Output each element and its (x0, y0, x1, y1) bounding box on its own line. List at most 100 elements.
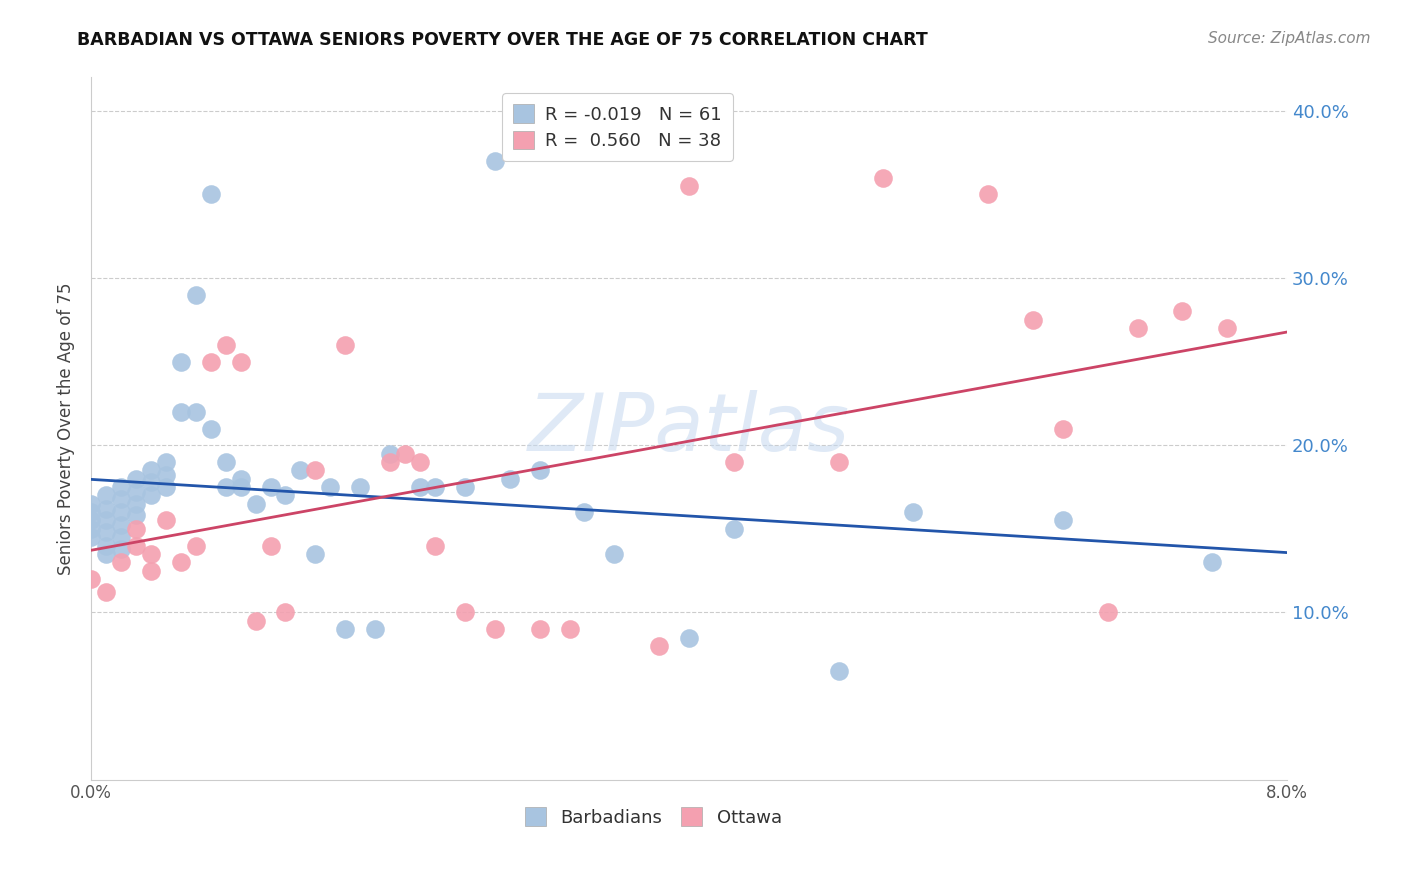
Point (94, 539, 117, 553)
Point (648, 639, 671, 653)
Point (110, 555, 132, 569)
Point (155, 468, 177, 483)
Point (80, 497, 103, 511)
Point (484, 622, 506, 636)
Point (827, 455, 849, 469)
Point (304, 547, 326, 561)
Point (977, 187, 1000, 202)
Point (229, 472, 252, 486)
Point (200, 187, 222, 202)
Point (723, 522, 745, 536)
Point (155, 513, 177, 527)
Point (125, 508, 148, 523)
Point (170, 405, 193, 419)
Point (678, 631, 700, 645)
Point (378, 455, 401, 469)
Point (903, 505, 925, 519)
Point (94, 547, 117, 561)
Point (529, 622, 551, 636)
Point (170, 555, 193, 569)
Point (1126, 321, 1149, 335)
Point (215, 338, 238, 352)
Point (499, 472, 522, 486)
Point (1052, 421, 1074, 435)
Point (1216, 321, 1239, 335)
Point (125, 497, 148, 511)
Point (364, 622, 387, 636)
Point (110, 541, 132, 556)
Text: BARBADIAN VS OTTAWA SENIORS POVERTY OVER THE AGE OF 75 CORRELATION CHART: BARBADIAN VS OTTAWA SENIORS POVERTY OVER… (77, 31, 928, 49)
Point (94, 513, 117, 527)
Point (94, 488, 117, 502)
Point (319, 480, 342, 494)
Point (423, 539, 446, 553)
Point (259, 539, 281, 553)
Point (304, 463, 326, 477)
Point (125, 472, 148, 486)
Point (94, 501, 117, 516)
Legend: Barbadians, Ottawa: Barbadians, Ottawa (517, 800, 789, 834)
Point (184, 405, 207, 419)
Point (394, 447, 416, 461)
Point (484, 154, 506, 169)
Point (229, 354, 252, 368)
Point (259, 480, 281, 494)
Point (378, 447, 401, 461)
Text: ZIPatlas: ZIPatlas (529, 390, 851, 467)
Point (290, 463, 312, 477)
Point (1097, 606, 1119, 620)
Point (274, 488, 297, 502)
Point (454, 606, 477, 620)
Point (335, 338, 357, 352)
Point (94, 525, 117, 540)
Point (80, 513, 103, 527)
Point (110, 480, 132, 494)
Point (274, 606, 297, 620)
Point (170, 354, 193, 368)
Point (125, 539, 148, 553)
Point (229, 480, 252, 494)
Point (678, 179, 700, 194)
Point (139, 475, 162, 489)
Point (603, 547, 626, 561)
Point (335, 622, 357, 636)
Point (245, 497, 267, 511)
Point (200, 354, 222, 368)
Y-axis label: Seniors Poverty Over the Age of 75: Seniors Poverty Over the Age of 75 (58, 282, 75, 574)
Point (155, 455, 177, 469)
Point (409, 480, 432, 494)
Point (1022, 313, 1045, 327)
Point (423, 480, 446, 494)
Point (184, 287, 207, 301)
Point (558, 622, 581, 636)
Point (245, 614, 267, 628)
Point (215, 455, 238, 469)
Point (139, 463, 162, 477)
Point (110, 530, 132, 544)
Point (155, 480, 177, 494)
Point (110, 505, 132, 519)
Point (125, 485, 148, 500)
Point (827, 664, 849, 678)
Point (529, 463, 551, 477)
Point (139, 488, 162, 502)
Point (1052, 513, 1074, 527)
Point (1171, 304, 1194, 318)
Point (184, 539, 207, 553)
Point (723, 455, 745, 469)
Point (110, 518, 132, 533)
Point (215, 480, 238, 494)
Text: Source: ZipAtlas.com: Source: ZipAtlas.com (1208, 31, 1371, 46)
Point (574, 505, 596, 519)
Point (94, 585, 117, 599)
Point (1201, 555, 1223, 569)
Point (80, 572, 103, 586)
Point (139, 564, 162, 578)
Point (454, 480, 477, 494)
Point (80, 530, 103, 544)
Point (139, 547, 162, 561)
Point (110, 491, 132, 506)
Point (349, 480, 371, 494)
Point (80, 522, 103, 536)
Point (80, 505, 103, 519)
